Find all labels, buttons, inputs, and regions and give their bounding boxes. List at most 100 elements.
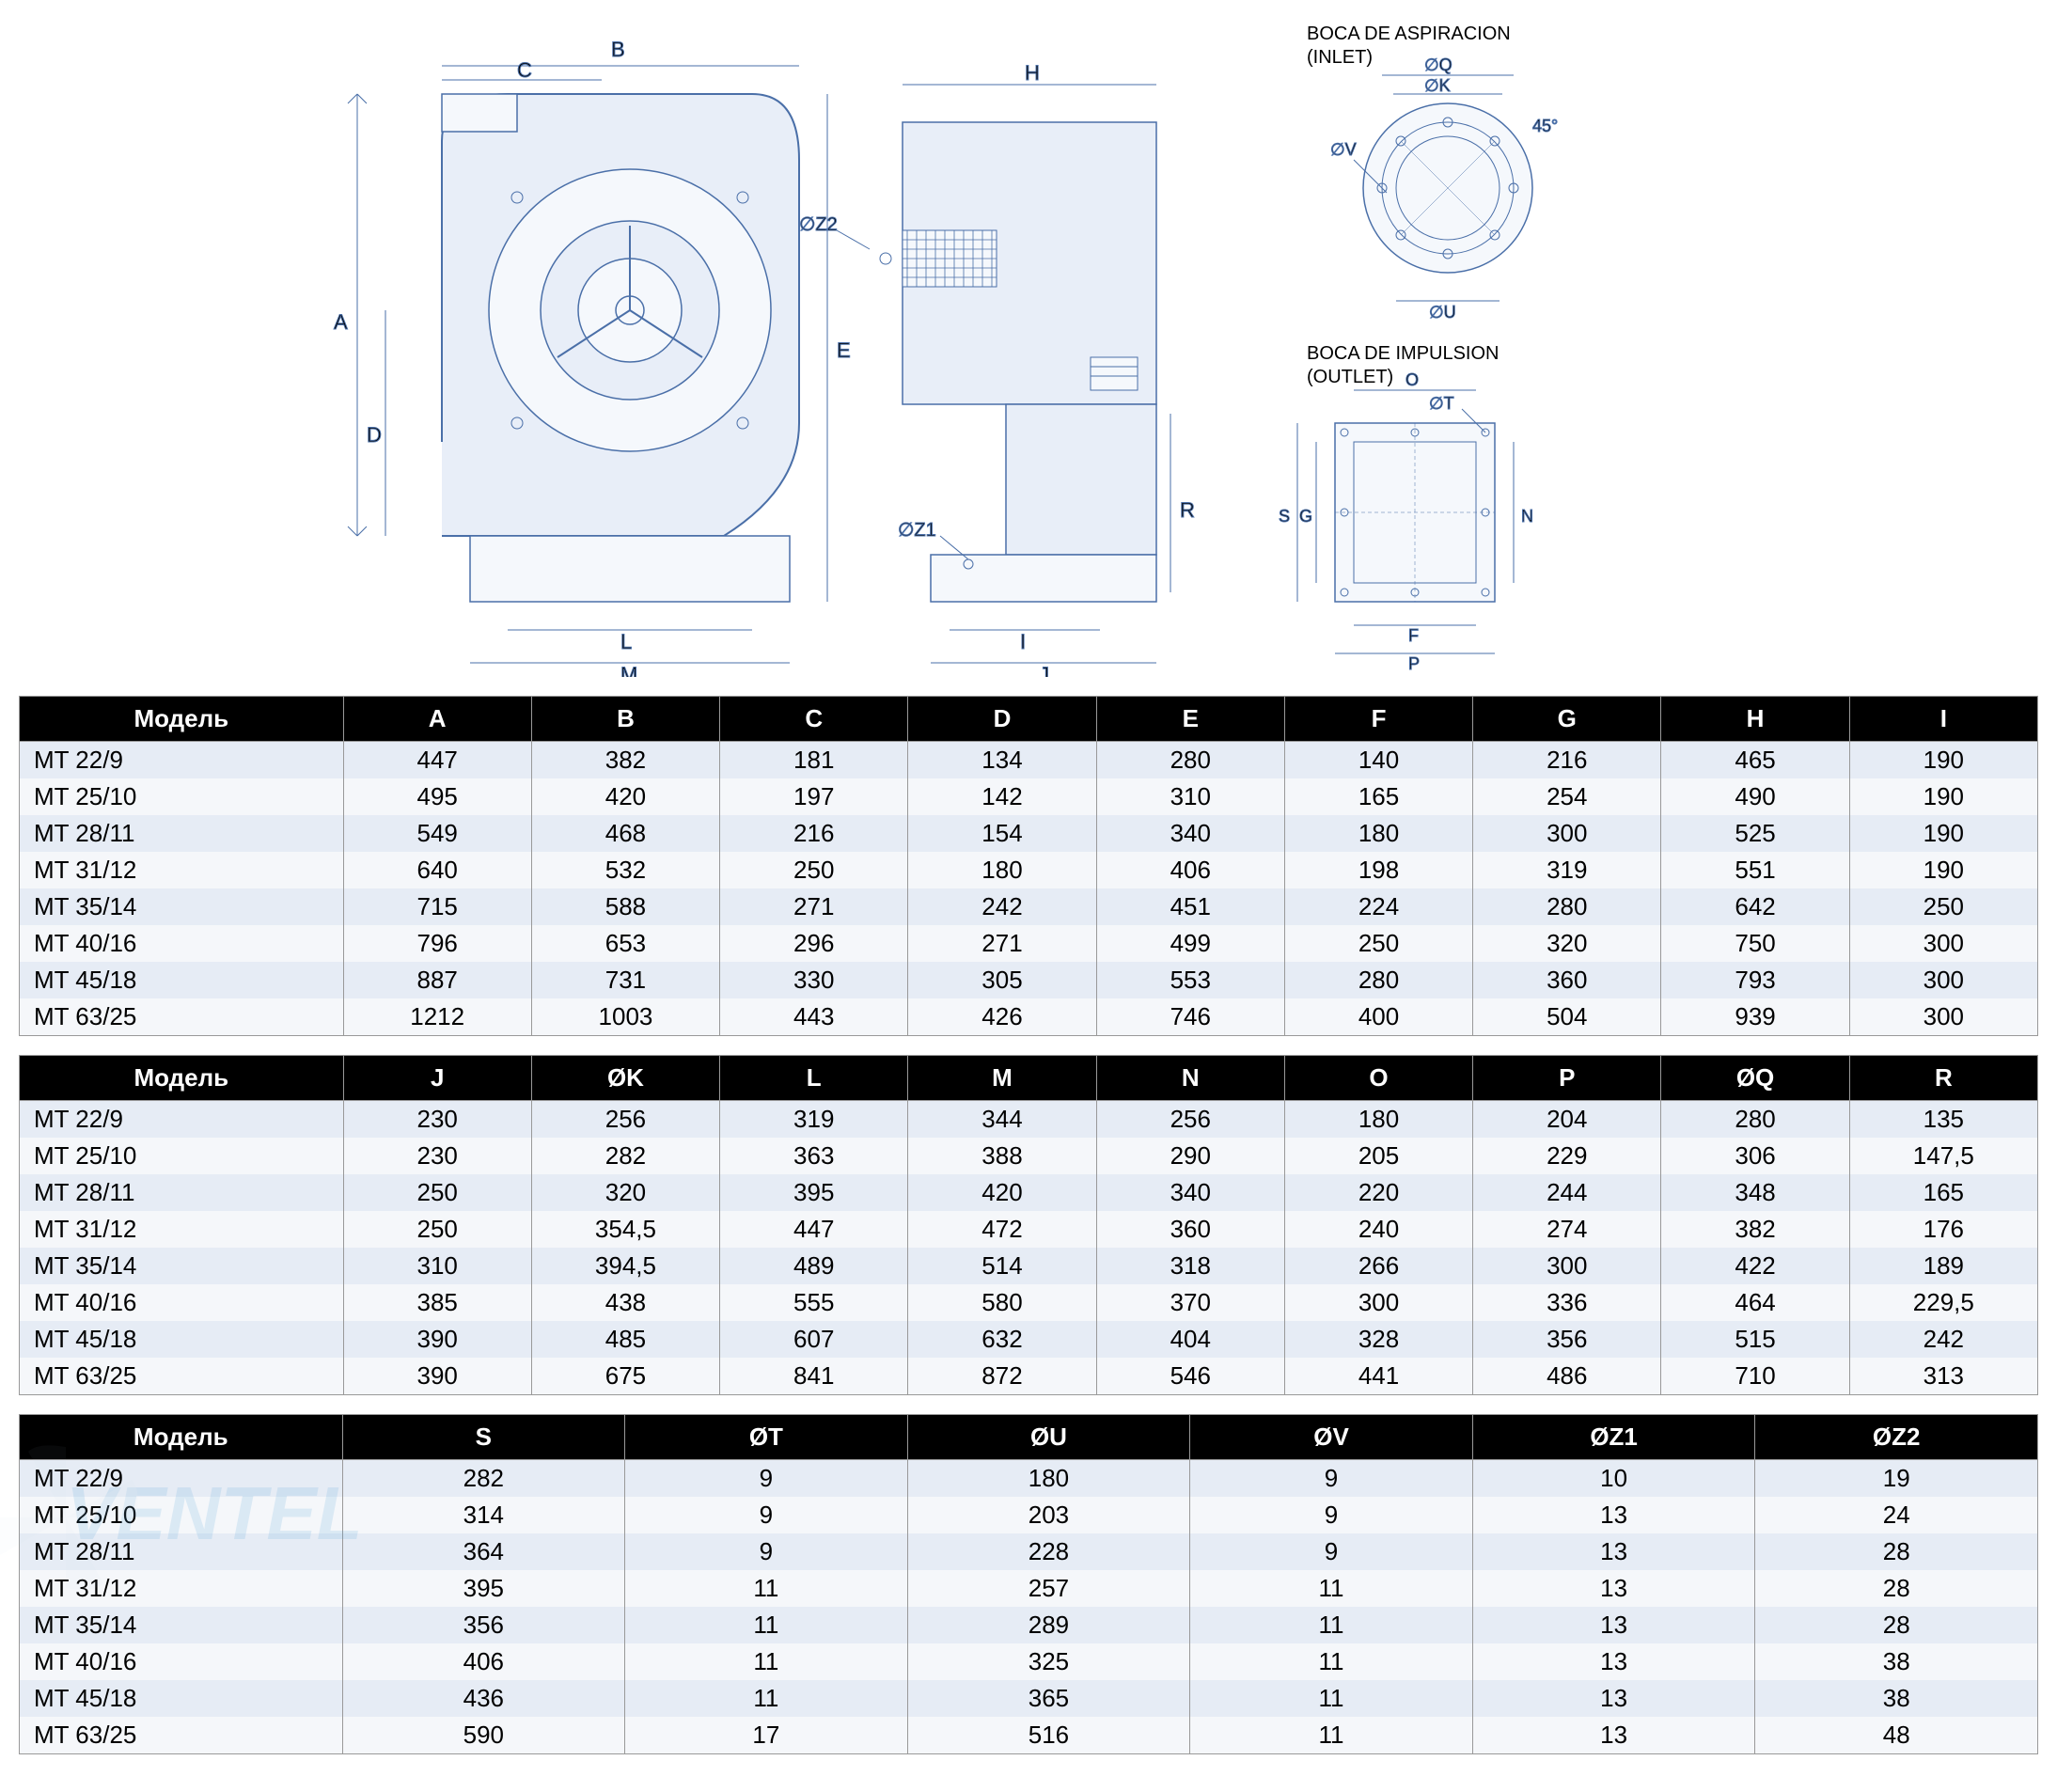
cell-value: 590 — [342, 1717, 625, 1754]
table-row: MT 63/2512121003443426746400504939300 — [20, 998, 2038, 1036]
cell-value: 1003 — [531, 998, 719, 1036]
outlet-label-es: BOCA DE IMPULSION — [1307, 343, 1500, 365]
cell-value: 216 — [1473, 742, 1661, 779]
cell-value: 426 — [908, 998, 1096, 1036]
svg-text:∅T: ∅T — [1429, 394, 1454, 413]
cell-value: 190 — [1849, 852, 2037, 888]
cell-value: 180 — [907, 1460, 1190, 1498]
cell-value: 11 — [625, 1643, 908, 1680]
cell-value: 328 — [1284, 1321, 1472, 1358]
cell-value: 180 — [1284, 815, 1472, 852]
cell-value: 256 — [1096, 1101, 1284, 1139]
col-s: S — [342, 1415, 625, 1460]
cell-value: 180 — [1284, 1101, 1472, 1139]
cell-value: 390 — [343, 1321, 531, 1358]
cell-value: 11 — [1190, 1607, 1473, 1643]
cell-value: 282 — [531, 1138, 719, 1174]
cell-value: 395 — [720, 1174, 908, 1211]
svg-text:B: B — [611, 38, 625, 61]
table-row: MT 40/16796653296271499250320750300 — [20, 925, 2038, 962]
cell-value: 746 — [1096, 998, 1284, 1036]
inlet-label-en: (INLET) — [1307, 47, 1373, 69]
cell-value: 365 — [907, 1680, 1190, 1717]
cell-value: 504 — [1473, 998, 1661, 1036]
cell-model: MT 45/18 — [20, 1321, 344, 1358]
cell-value: 320 — [1473, 925, 1661, 962]
col-r: R — [1849, 1056, 2037, 1101]
cell-value: 305 — [908, 962, 1096, 998]
cell-value: 280 — [1473, 888, 1661, 925]
svg-text:C: C — [517, 58, 532, 82]
table-header-row: Модель A B C D E F G H I — [20, 697, 2038, 742]
col-model: Модель — [20, 697, 344, 742]
cell-value: 134 — [908, 742, 1096, 779]
cell-value: 11 — [625, 1607, 908, 1643]
cell-value: 640 — [343, 852, 531, 888]
cell-value: 9 — [1190, 1497, 1473, 1533]
cell-value: 642 — [1661, 888, 1849, 925]
table-row: MT 31/12250354,5447472360240274382176 — [20, 1211, 2038, 1248]
cell-value: 436 — [342, 1680, 625, 1717]
table-row: MT 35/1435611289111328 — [20, 1607, 2038, 1643]
cell-value: 447 — [343, 742, 531, 779]
cell-model: MT 63/25 — [20, 1717, 343, 1754]
svg-text:H: H — [1025, 61, 1040, 85]
svg-text:∅Z2: ∅Z2 — [799, 214, 838, 235]
svg-text:M: M — [620, 663, 637, 677]
svg-text:∅V: ∅V — [1330, 140, 1357, 159]
cell-value: 11 — [1190, 1680, 1473, 1717]
cell-value: 11 — [625, 1680, 908, 1717]
cell-value: 154 — [908, 815, 1096, 852]
svg-text:O: O — [1405, 370, 1419, 389]
cell-value: 490 — [1661, 778, 1849, 815]
dimensions-table-2: Модель J ØK L M N O P ØQ R MT 22/9230256… — [19, 1055, 2038, 1395]
cell-value: 465 — [1661, 742, 1849, 779]
cell-value: 607 — [720, 1321, 908, 1358]
table-header-row: Модель S ØT ØU ØV ØZ1 ØZ2 — [20, 1415, 2038, 1460]
cell-model: MT 28/11 — [20, 1533, 343, 1570]
cell-value: 176 — [1849, 1211, 2037, 1248]
cell-value: 588 — [531, 888, 719, 925]
cell-value: 280 — [1284, 962, 1472, 998]
cell-value: 555 — [720, 1284, 908, 1321]
table-row: MT 45/18887731330305553280360793300 — [20, 962, 2038, 998]
cell-value: 1212 — [343, 998, 531, 1036]
cell-value: 715 — [343, 888, 531, 925]
col-f: F — [1284, 697, 1472, 742]
cell-value: 240 — [1284, 1211, 1472, 1248]
cell-value: 306 — [1661, 1138, 1849, 1174]
cell-value: 9 — [625, 1460, 908, 1498]
cell-value: 793 — [1661, 962, 1849, 998]
cell-value: 370 — [1096, 1284, 1284, 1321]
table-header-row: Модель J ØK L M N O P ØQ R — [20, 1056, 2038, 1101]
cell-value: 385 — [343, 1284, 531, 1321]
cell-value: 48 — [1755, 1717, 2038, 1754]
cell-value: 300 — [1473, 1248, 1661, 1284]
cell-value: 580 — [908, 1284, 1096, 1321]
cell-value: 364 — [342, 1533, 625, 1570]
cell-value: 28 — [1755, 1533, 2038, 1570]
col-d: D — [908, 697, 1096, 742]
cell-value: 204 — [1473, 1101, 1661, 1139]
cell-value: 318 — [1096, 1248, 1284, 1284]
cell-value: 282 — [342, 1460, 625, 1498]
cell-model: MT 25/10 — [20, 1497, 343, 1533]
cell-value: 325 — [907, 1643, 1190, 1680]
svg-text:E: E — [837, 338, 851, 362]
outlet-label-en: (OUTLET) — [1307, 367, 1393, 388]
cell-value: 280 — [1661, 1101, 1849, 1139]
cell-value: 250 — [343, 1174, 531, 1211]
technical-diagram: A D B C E L M — [19, 19, 2038, 677]
cell-value: 24 — [1755, 1497, 2038, 1533]
col-z1: ØZ1 — [1472, 1415, 1755, 1460]
cell-value: 438 — [531, 1284, 719, 1321]
cell-value: 300 — [1849, 998, 2037, 1036]
svg-text:I: I — [1020, 630, 1026, 653]
table-row: MT 35/14715588271242451224280642250 — [20, 888, 2038, 925]
cell-value: 224 — [1284, 888, 1472, 925]
cell-value: 190 — [1849, 815, 2037, 852]
cell-value: 190 — [1849, 742, 2037, 779]
cell-value: 11 — [1190, 1570, 1473, 1607]
cell-value: 10 — [1472, 1460, 1755, 1498]
cell-value: 360 — [1473, 962, 1661, 998]
